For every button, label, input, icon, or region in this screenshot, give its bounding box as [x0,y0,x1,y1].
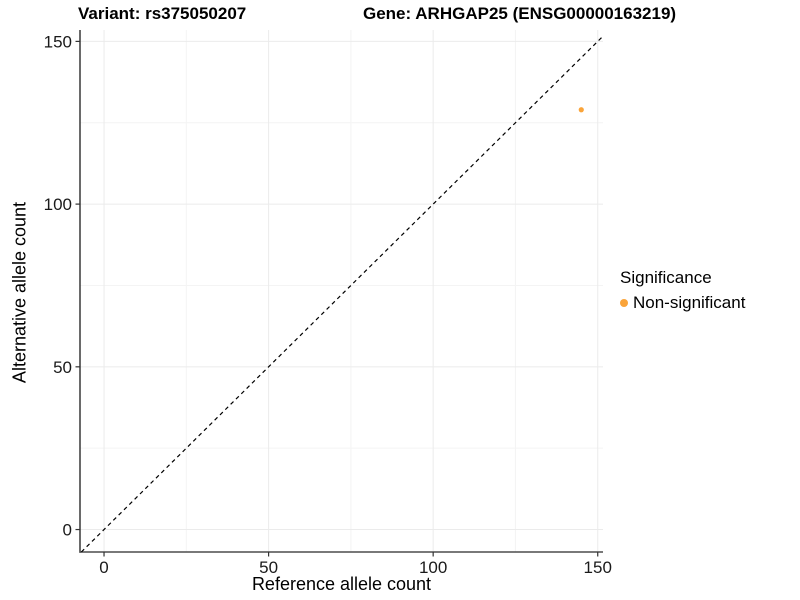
identity-dashed-line [80,35,604,553]
x-tick-label-100: 100 [419,558,447,577]
legend-item: Non-significant [620,293,745,313]
y-tick-label-0: 0 [63,521,72,540]
x-axis-title: Reference allele count [251,574,432,594]
x-tick-label-0: 0 [99,558,108,577]
legend-title: Significance [620,268,712,287]
y-tick-label-100: 100 [44,195,72,214]
y-tick-label-150: 150 [44,32,72,51]
plot-title-variant: Variant: rs375050207 [78,4,247,23]
y-tick-label-50: 50 [53,358,72,377]
x-tick-label-150: 150 [584,558,612,577]
data-point-non-significant [578,107,584,113]
legend-key-dot-icon [620,299,628,307]
legend: Significance Non-significant [620,268,745,313]
legend-item-label: Non-significant [633,293,746,312]
plot-title-gene: Gene: ARHGAP25 (ENSG00000163219) [363,4,677,23]
y-axis-title: Alternative allele count [9,201,30,384]
x-tick-label-50: 50 [259,558,278,577]
